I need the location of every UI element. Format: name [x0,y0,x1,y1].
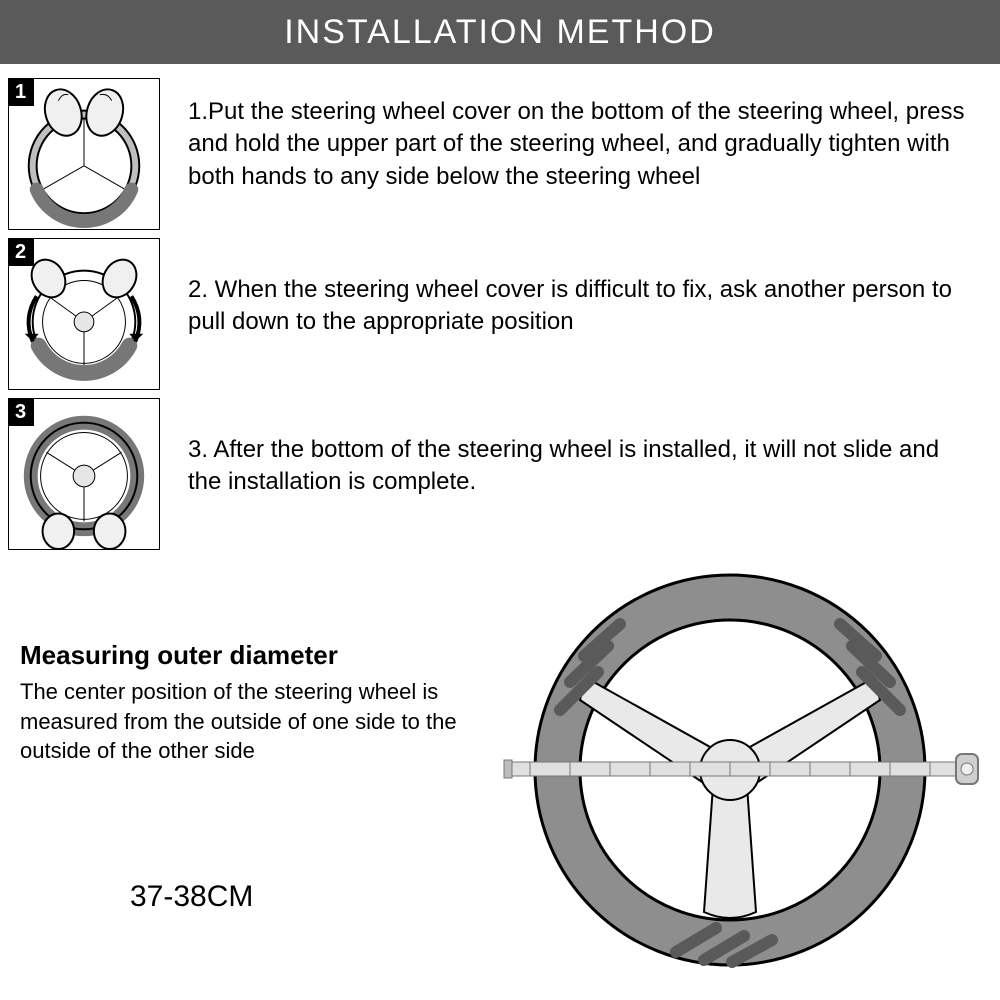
lower-section: Measuring outer diameter The center posi… [0,560,1000,990]
step-text: 2. When the steering wheel cover is diff… [188,238,968,339]
step-illustration-2 [9,239,159,389]
step-row: 2 2. When the steering wheel cover is di… [8,238,1000,390]
steering-wheel-diagram [480,560,980,990]
step-illustration-3 [9,399,159,549]
step-thumb-2: 2 [8,238,160,390]
header-title: INSTALLATION METHOD [284,13,716,52]
measure-body: The center position of the steering whee… [20,677,460,766]
steps-list: 1 1.Put the steering wheel cover on the … [0,64,1000,550]
size-label: 37-38CM [130,880,253,914]
step-illustration-1 [9,79,159,229]
step-row: 3 3. After the bottom of the steering wh… [8,398,1000,550]
step-thumb-1: 1 [8,78,160,230]
header-bar: INSTALLATION METHOD [0,0,1000,64]
measure-block: Measuring outer diameter The center posi… [20,640,460,766]
step-row: 1 1.Put the steering wheel cover on the … [8,78,1000,230]
step-text: 1.Put the steering wheel cover on the bo… [188,78,968,193]
step-text: 3. After the bottom of the steering whee… [188,398,968,499]
step-thumb-3: 3 [8,398,160,550]
measure-title: Measuring outer diameter [20,640,460,671]
